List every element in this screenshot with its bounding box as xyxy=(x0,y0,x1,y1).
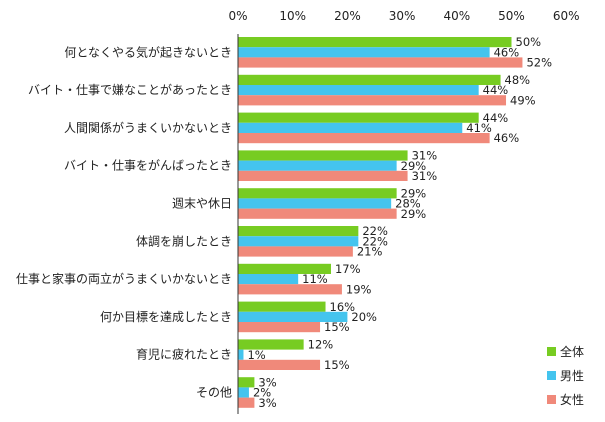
data-label: 31% xyxy=(412,149,438,163)
bar xyxy=(238,236,359,247)
category-label: 週末や休日 xyxy=(172,197,232,211)
bar xyxy=(238,37,512,48)
bar xyxy=(238,274,299,285)
data-labels: 50%46%52%48%44%49%44%41%46%31%29%31%29%2… xyxy=(247,35,552,410)
data-label: 16% xyxy=(330,300,356,314)
category-labels: 何となくやる気が起きないときバイト・仕事で嫌なことがあったとき人間関係がうまくい… xyxy=(16,44,232,399)
category-label: 体調を崩したとき xyxy=(136,234,232,248)
x-axis-tick-labels: 0% 10% 20% 30% 40% 50% 60% xyxy=(228,9,579,23)
category-label: 育児に疲れたとき xyxy=(136,347,232,362)
bar xyxy=(238,377,255,388)
data-label: 22% xyxy=(362,224,388,238)
bar xyxy=(238,170,408,181)
bar xyxy=(238,188,397,199)
bar xyxy=(238,263,331,274)
category-label: 何となくやる気が起きないとき xyxy=(64,44,232,59)
bar xyxy=(238,397,255,408)
bar xyxy=(238,322,321,333)
bar xyxy=(238,133,490,144)
legend-label: 全体 xyxy=(560,344,584,359)
bar xyxy=(238,74,501,85)
category-label: バイト・仕事で嫌なことがあったとき xyxy=(28,82,232,97)
data-label: 31% xyxy=(412,169,438,183)
data-label: 49% xyxy=(510,93,536,107)
x-tick-label: 40% xyxy=(443,9,470,23)
bar xyxy=(238,198,392,209)
legend-label: 男性 xyxy=(560,369,584,383)
data-label: 46% xyxy=(494,45,520,59)
x-tick-label: 0% xyxy=(228,9,247,23)
data-label: 15% xyxy=(324,320,350,334)
data-label: 17% xyxy=(335,262,361,276)
legend-swatch xyxy=(547,395,556,404)
category-label: バイト・仕事をがんばったとき xyxy=(64,158,232,173)
data-label: 1% xyxy=(247,348,265,362)
data-label: 22% xyxy=(362,234,388,248)
bar xyxy=(238,47,490,58)
bar xyxy=(238,150,408,161)
bar xyxy=(238,349,244,360)
x-tick-label: 30% xyxy=(389,9,416,23)
x-tick-label: 60% xyxy=(553,9,580,23)
category-label: 人間関係がうまくいかないとき xyxy=(64,120,232,135)
bar xyxy=(238,85,479,96)
legend-swatch xyxy=(547,371,556,380)
data-label: 48% xyxy=(505,73,531,87)
bar xyxy=(238,301,326,312)
data-label: 2% xyxy=(253,386,271,400)
data-label: 52% xyxy=(526,56,552,70)
data-label: 46% xyxy=(494,131,520,145)
bar xyxy=(238,226,359,237)
x-tick-label: 50% xyxy=(498,9,525,23)
data-label: 3% xyxy=(258,396,276,410)
bar xyxy=(238,246,353,257)
data-label: 44% xyxy=(483,83,509,97)
data-label: 19% xyxy=(346,282,372,296)
bar xyxy=(238,208,397,219)
data-label: 3% xyxy=(258,375,276,389)
x-tick-label: 20% xyxy=(334,9,361,23)
bars xyxy=(238,37,523,408)
x-tick-label: 10% xyxy=(279,9,306,23)
bar xyxy=(238,122,463,133)
legend-swatch xyxy=(547,347,556,356)
data-label: 29% xyxy=(401,186,427,200)
data-label: 50% xyxy=(516,35,542,49)
category-label: 何か目標を達成したとき xyxy=(100,310,232,324)
data-label: 15% xyxy=(324,358,350,372)
bar xyxy=(238,57,523,68)
data-label: 21% xyxy=(357,245,383,259)
data-label: 28% xyxy=(395,197,421,211)
bar xyxy=(238,359,321,370)
legend-label: 女性 xyxy=(560,392,584,407)
data-label: 41% xyxy=(466,121,492,135)
data-label: 20% xyxy=(351,310,377,324)
data-label: 29% xyxy=(401,159,427,173)
data-label: 29% xyxy=(401,207,427,221)
bar xyxy=(238,311,348,322)
data-label: 11% xyxy=(302,272,328,286)
bar xyxy=(238,284,342,295)
bar xyxy=(238,112,479,123)
data-label: 44% xyxy=(483,111,509,125)
bar xyxy=(238,160,397,171)
category-label: その他 xyxy=(196,386,232,400)
bar xyxy=(238,95,507,106)
bar xyxy=(238,387,249,398)
bar xyxy=(238,339,304,350)
data-label: 12% xyxy=(308,338,334,352)
category-label: 仕事と家事の両立がうまくいかないとき xyxy=(16,271,232,286)
